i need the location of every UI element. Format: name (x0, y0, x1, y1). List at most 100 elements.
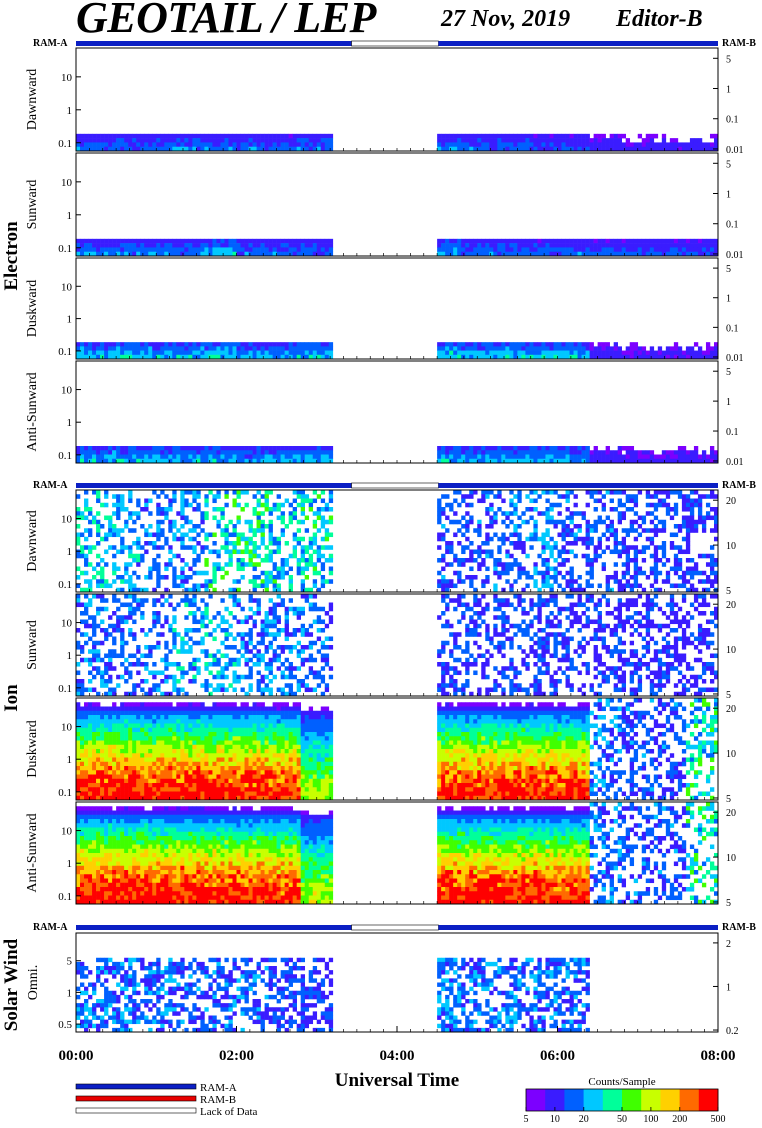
spectrogram-cell (240, 636, 245, 642)
spectrogram-cell (629, 524, 635, 529)
spectrogram-cell (701, 494, 707, 499)
spectrogram-cell (136, 238, 141, 244)
spectrogram-cell (597, 662, 602, 667)
spectrogram-cell (184, 615, 189, 620)
spectrogram-cell (541, 575, 546, 580)
spectrogram-cell (673, 566, 679, 572)
spectrogram-cell (96, 524, 101, 529)
spectrogram-cell (264, 507, 269, 512)
spectrogram-cell (280, 247, 285, 253)
spectrogram-cell (88, 602, 93, 608)
spectrogram-cell (132, 553, 137, 559)
spectrogram-cell (100, 657, 105, 663)
spectrogram-cell (533, 570, 538, 576)
spectrogram-cell (324, 247, 330, 253)
spectrogram-cell (485, 511, 490, 516)
spectrogram-cell (501, 670, 506, 676)
spectrogram-cell (469, 558, 474, 563)
spectrogram-cell (200, 545, 205, 550)
spectrogram-cell (160, 670, 165, 676)
spectrogram-cell (673, 138, 679, 143)
spectrogram-cell (264, 502, 269, 508)
spectrogram-cell (469, 615, 474, 620)
spectrogram-cell (268, 579, 273, 584)
spectrogram-cell (244, 354, 249, 360)
spectrogram-cell (461, 142, 466, 148)
y2-tick-label: 0.1 (726, 323, 739, 334)
spectrogram-cell (172, 133, 177, 139)
spectrogram-cell (521, 628, 526, 633)
spectrogram-cell (677, 243, 683, 248)
spectrogram-cell (276, 628, 281, 633)
spectrogram-cell (597, 498, 602, 504)
spectrogram-cell (705, 247, 711, 253)
spectrogram-cell (465, 632, 470, 637)
spectrogram-cell (264, 238, 269, 244)
spectrogram-cell (128, 342, 133, 347)
spectrogram-cell (164, 243, 169, 248)
spectrogram-cell (465, 666, 470, 671)
spectrogram-cell (625, 238, 631, 244)
ram-b-label: RAM-B (722, 38, 756, 49)
spectrogram-cell (633, 545, 639, 550)
spectrogram-cell (441, 138, 446, 143)
spectrogram-cell (188, 587, 193, 593)
spectrogram-cell (200, 515, 205, 521)
spectrogram-cell (581, 662, 586, 667)
spectrogram-cell (88, 657, 93, 663)
spectrogram-cell (152, 683, 157, 688)
spectrogram-cell (473, 594, 478, 599)
spectrogram-cell (529, 515, 534, 521)
spectrogram-cell (276, 570, 281, 576)
spectrogram-cell (196, 454, 201, 460)
spectrogram-cell (316, 606, 322, 612)
spectrogram-cell (573, 138, 578, 143)
spectrogram-cell (76, 238, 81, 244)
spectrogram-cell (132, 342, 137, 347)
spectrogram-cell (473, 619, 478, 625)
spectrogram-cell (120, 350, 125, 356)
spectrogram-cell (489, 251, 494, 257)
spectrogram-cell (541, 662, 546, 667)
spectrogram-cell (92, 623, 97, 629)
spectrogram-cell (88, 458, 93, 464)
spectrogram-cell (296, 142, 301, 148)
spectrogram-cell (665, 450, 671, 455)
spectrogram-cell (304, 346, 310, 351)
spectrogram-cell (80, 251, 85, 257)
spectrogram-cell (633, 549, 639, 555)
spectrogram-cell (212, 636, 217, 642)
spectrogram-cell (168, 146, 173, 152)
spectrogram-cell (256, 528, 261, 533)
spectrogram-cell (220, 528, 225, 533)
spectrogram-cell (457, 558, 462, 563)
spectrogram-cell (641, 346, 647, 351)
spectrogram-cell (545, 454, 550, 460)
spectrogram-cell (180, 558, 185, 563)
spectrogram-cell (557, 454, 562, 460)
spectrogram-cell (316, 243, 322, 248)
spectrogram-cell (561, 494, 566, 499)
spectrogram-cell (248, 519, 253, 525)
spectrogram-cell (453, 632, 458, 637)
spectrogram-cell (84, 458, 89, 464)
spectrogram-cell (180, 454, 185, 460)
spectrogram-cell (96, 519, 101, 525)
spectrogram-cell (220, 247, 225, 253)
spectrogram-cell (593, 619, 598, 625)
spectrogram-cell (509, 657, 514, 663)
spectrogram-cell (196, 247, 201, 253)
spectrogram-cell (605, 623, 610, 629)
spectrogram-cell (264, 146, 269, 152)
spectrogram-cell (469, 632, 474, 637)
spectrogram-cell (288, 606, 293, 612)
spectrogram-cell (324, 138, 330, 143)
spectrogram-cell (240, 454, 245, 460)
spectrogram-cell (208, 458, 213, 464)
spectrogram-cell (561, 528, 566, 533)
spectrogram-cell (533, 251, 538, 257)
spectrogram-cell (272, 632, 277, 637)
spectrogram-cell (236, 247, 241, 253)
spectrogram-cell (204, 562, 209, 567)
spectrogram-cell (545, 570, 550, 576)
